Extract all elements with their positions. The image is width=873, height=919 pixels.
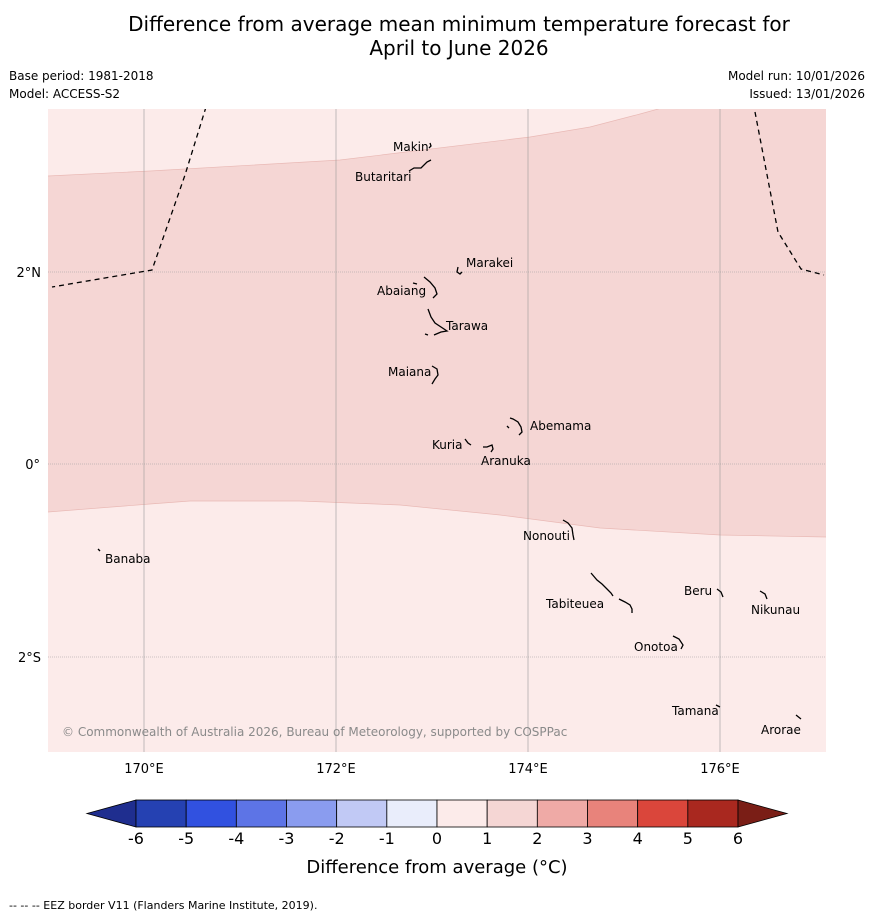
- colorbar-segment: [587, 799, 639, 828]
- colorbar-segment: [235, 799, 287, 828]
- footnote: -- -- -- EEZ border V11 (Flanders Marine…: [9, 899, 318, 912]
- colorbar-tick-label: 0: [432, 829, 442, 848]
- colorbar-segment: [185, 799, 237, 828]
- colorbar-tick-label: 2: [532, 829, 542, 848]
- colorbar-segment: [286, 799, 338, 828]
- colorbar-tick-label: 3: [582, 829, 592, 848]
- nikunau-outline: [759, 590, 768, 600]
- lon-tick-170e: 170°E: [124, 762, 164, 777]
- island-label-beru: Beru: [684, 584, 712, 598]
- title-line-1: Difference from average mean minimum tem…: [128, 12, 790, 36]
- page-title: Difference from average mean minimum tem…: [0, 12, 873, 60]
- colorbar-tick-label: 4: [633, 829, 643, 848]
- island-outlines: [97, 142, 802, 720]
- aranuka-outline: [483, 444, 494, 453]
- forecast-map: Makin Butaritari Marakei Abaiang Tarawa …: [17, 109, 826, 878]
- island-label-abaiang: Abaiang: [377, 284, 426, 298]
- issued-text: Issued: 13/01/2026: [749, 87, 865, 101]
- eez-border-west: [51, 109, 207, 288]
- colorbar-tick-label: 5: [683, 829, 693, 848]
- tabiteuea-south-outline: [618, 598, 633, 613]
- island-label-kuria: Kuria: [432, 438, 463, 452]
- lat-tick-eq: 0°: [25, 458, 40, 473]
- tamana-outline: [715, 704, 721, 708]
- anomaly-contour-north: [48, 109, 660, 177]
- maiana-outline: [431, 365, 439, 385]
- colorbar-segment: [536, 799, 588, 828]
- colorbar: [85, 799, 789, 828]
- meta-right: Model run: 10/01/2026 Issued: 13/01/2026: [728, 67, 865, 103]
- title-line-2: April to June 2026: [369, 36, 549, 60]
- arorae-outline: [795, 714, 802, 720]
- model-text: Model: ACCESS-S2: [9, 87, 121, 101]
- colorbar-label: Difference from average (°C): [306, 857, 567, 878]
- meta-left: Base period: 1981-2018 Model: ACCESS-S2: [9, 67, 154, 103]
- abaiang-islet: [412, 282, 418, 285]
- colorbar-tick-label: -5: [178, 829, 194, 848]
- colorbar-extend-low: [85, 799, 137, 828]
- colorbar-tick-label: -4: [228, 829, 244, 848]
- colorbar-segment: [486, 799, 538, 828]
- copyright-text: © Commonwealth of Australia 2026, Bureau…: [62, 725, 567, 739]
- banaba-outline: [97, 548, 101, 552]
- colorbar-tick-label: 1: [482, 829, 492, 848]
- kuria-outline: [464, 438, 472, 446]
- island-label-banaba: Banaba: [105, 552, 151, 566]
- island-label-tamana: Tamana: [671, 704, 719, 718]
- island-label-butaritari: Butaritari: [355, 170, 412, 184]
- island-label-nikunau: Nikunau: [751, 603, 800, 617]
- model-run-text: Model run: 10/01/2026: [727, 69, 865, 83]
- island-label-aranuka: Aranuka: [481, 454, 531, 468]
- island-label-marakei: Marakei: [466, 256, 513, 270]
- abemama-islet: [506, 425, 510, 429]
- lat-tick-2s: 2°S: [18, 651, 41, 666]
- island-label-nonouti: Nonouti: [523, 529, 570, 543]
- lon-tick-172e: 172°E: [316, 762, 356, 777]
- colorbar-tick-label: -1: [379, 829, 395, 848]
- lon-tick-174e: 174°E: [508, 762, 548, 777]
- abaiang-outline: [423, 276, 438, 299]
- island-label-abemama: Abemama: [530, 419, 591, 433]
- island-label-arorae: Arorae: [761, 723, 801, 737]
- island-label-maiana: Maiana: [388, 365, 431, 379]
- map-area: Makin Butaritari Marakei Abaiang Tarawa …: [48, 109, 826, 752]
- colorbar-tick-label: -3: [279, 829, 295, 848]
- base-period-text: Base period: 1981-2018: [9, 69, 154, 83]
- eez-borders: [51, 109, 825, 288]
- colorbar-segment: [436, 799, 488, 828]
- colorbar-segment: [135, 799, 187, 828]
- tarawa-outline: [427, 308, 449, 336]
- colorbar-segment: [637, 799, 689, 828]
- island-label-tarawa: Tarawa: [445, 319, 488, 333]
- butaritari-outline: [408, 159, 432, 172]
- colorbar-tick-label: -2: [329, 829, 345, 848]
- island-labels: Makin Butaritari Marakei Abaiang Tarawa …: [105, 140, 801, 737]
- island-label-tabiteuea: Tabiteuea: [545, 597, 604, 611]
- onotoa-outline: [672, 635, 684, 650]
- lat-tick-2n: 2°N: [17, 266, 42, 281]
- makin-outline: [428, 142, 432, 149]
- beru-outline: [716, 588, 724, 598]
- nonouti-outline: [562, 519, 575, 541]
- marakei-outline: [456, 266, 463, 275]
- colorbar-segment: [336, 799, 388, 828]
- tabiteuea-north-outline: [590, 572, 614, 597]
- lon-tick-176e: 176°E: [700, 762, 740, 777]
- gridlines: [48, 109, 826, 752]
- anomaly-contour-south: [48, 500, 826, 538]
- colorbar-tick-label: -6: [128, 829, 144, 848]
- island-label-makin: Makin: [393, 140, 429, 154]
- island-label-onotoa: Onotoa: [634, 640, 678, 654]
- colorbar-extend-high: [737, 799, 789, 828]
- tarawa-islet: [424, 333, 429, 336]
- colorbar-tick-label: 6: [733, 829, 743, 848]
- anomaly-band: [48, 109, 826, 537]
- abemama-outline: [509, 417, 523, 436]
- colorbar-ticks: -6 -5 -4 -3 -2 -1 0 1 2 3 4 5 6: [128, 829, 743, 848]
- colorbar-segment: [386, 799, 438, 828]
- colorbar-segment: [687, 799, 739, 828]
- axis-labels: 170°E 172°E 174°E 176°E 2°N 0° 2°S: [17, 266, 740, 777]
